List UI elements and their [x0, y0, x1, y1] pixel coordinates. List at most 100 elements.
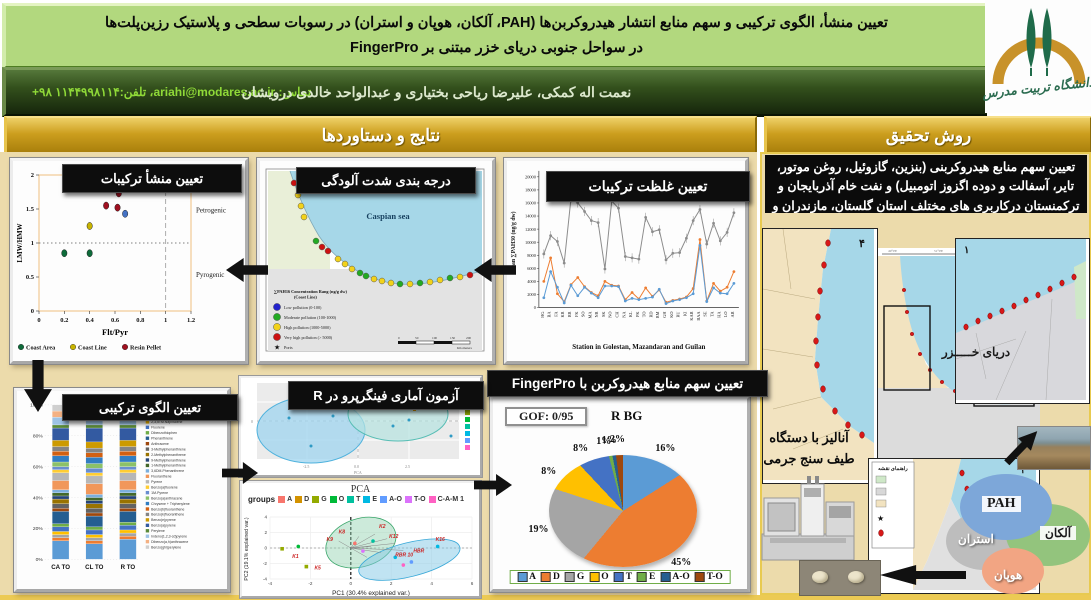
- logo-graphic: [992, 8, 1086, 85]
- svg-text:NA: NA: [621, 311, 626, 318]
- caspian-sea-label: دریای خـــــزر: [941, 345, 1011, 359]
- map-title-text: درجه بندی شدت آلودگی: [321, 172, 451, 188]
- venn-pah-label: PAH: [982, 496, 1021, 512]
- svg-text:0%: 0%: [36, 557, 44, 563]
- svg-text:KL: KL: [628, 311, 633, 317]
- svg-text:PK: PK: [635, 311, 640, 317]
- bottom-border-strip: [0, 595, 1091, 600]
- svg-text:0.8: 0.8: [136, 317, 145, 324]
- svg-text:RM: RM: [655, 311, 660, 318]
- svg-text:8000: 8000: [527, 253, 536, 258]
- svg-text:۱: ۱: [964, 245, 969, 256]
- svg-text:BA: BA: [547, 311, 552, 318]
- svg-text:1.2: 1.2: [187, 317, 195, 324]
- svg-text:Dibenzothiophen: Dibenzothiophen: [151, 431, 177, 435]
- pie-value-label: 8%: [541, 466, 557, 478]
- svg-text:K8: K8: [339, 529, 346, 535]
- svg-text:51°0'E: 51°0'E: [934, 249, 943, 253]
- svg-text:High pollution (1000-5000): High pollution (1000-5000): [284, 325, 331, 330]
- pca-group-item: G: [312, 495, 327, 503]
- svg-text:0: 0: [350, 581, 353, 586]
- svg-text:Indeno(1,2,3-cd)pyrene: Indeno(1,2,3-cd)pyrene: [151, 535, 187, 539]
- svg-text:AB: AB: [730, 311, 735, 317]
- gof-value-box: GOF: 0/95: [505, 407, 588, 426]
- method-map-west-inset: ۴: [762, 228, 878, 484]
- svg-text:49°0'E: 49°0'E: [888, 249, 897, 253]
- pie-legend-item: D: [541, 572, 560, 582]
- svg-text:Mean ∑PAH30 (ng/g dw): Mean ∑PAH30 (ng/g dw): [510, 211, 517, 273]
- map-station-dots: [290, 179, 474, 288]
- pie-legend-item: E: [637, 572, 655, 582]
- svg-text:2,3,5TM.Naphtalene: 2,3,5TM.Naphtalene: [151, 420, 182, 424]
- svg-text:۴: ۴: [859, 238, 865, 250]
- svg-text:Benzo(ghi)perylene: Benzo(ghi)perylene: [151, 545, 181, 549]
- svg-text:RD: RD: [648, 311, 653, 317]
- svg-text:0: 0: [534, 305, 536, 310]
- svg-text:10000: 10000: [525, 240, 536, 245]
- pca-plot-title: PCA: [350, 484, 371, 495]
- svg-text:BR: BR: [567, 311, 572, 317]
- svg-text:150: 150: [450, 336, 455, 340]
- analysis-instrument-label: آنالیز با دستگاه طیف سنج جرمی: [761, 428, 857, 470]
- pie-value-label: 19%: [528, 523, 549, 535]
- svg-text:0: 0: [264, 546, 267, 551]
- svg-text:1: 1: [31, 240, 34, 247]
- svg-text:Perylene: Perylene: [151, 529, 165, 533]
- svg-text:Petrogenic: Petrogenic: [196, 206, 226, 214]
- svg-text:HBR: HBR: [413, 549, 424, 555]
- svg-text:6000: 6000: [527, 266, 536, 271]
- svg-text:LO: LO: [723, 311, 728, 317]
- svg-text:Pyrogenic: Pyrogenic: [196, 271, 224, 279]
- svg-text:Chrysene + Triphenylene: Chrysene + Triphenylene: [151, 502, 190, 506]
- method-description: تعیین سهم منابع هیدروکربنی (بنزین، گازوئ…: [765, 155, 1087, 213]
- svg-text:CH: CH: [615, 311, 620, 318]
- pca-group-item: O: [329, 495, 344, 503]
- method-section-banner: روش تحقیق: [764, 116, 1091, 156]
- svg-text:14000: 14000: [525, 214, 536, 219]
- pie-value-label: 1%: [596, 435, 612, 447]
- analysis-label-line2: طیف سنج جرمی: [763, 450, 855, 466]
- svg-text:SE: SE: [703, 311, 708, 316]
- line-title-text: تعیین غلظت ترکیبات: [588, 178, 708, 194]
- svg-text:0: 0: [31, 308, 34, 315]
- pie-legend-item: T: [613, 572, 632, 582]
- svg-text:Very high pollution (> 5000): Very high pollution (> 5000): [284, 335, 333, 340]
- pca-biplot-chart: -4 -2 0 2 4 6 -4 -2 0 2 4 K1 K2 K5 K8 K9 K12 K16 RBR 10HBR…: [244, 515, 474, 596]
- svg-text:K1: K1: [292, 554, 299, 560]
- pie-value-label: 16%: [655, 442, 676, 454]
- svg-text:-2.5: -2.5: [303, 464, 309, 469]
- svg-text:Flt/Pyr: Flt/Pyr: [102, 327, 128, 337]
- svg-text:1-Methylphenanthrene: 1-Methylphenanthrene: [151, 464, 186, 468]
- svg-text:راهنمای نقشه: راهنمای نقشه: [878, 466, 908, 472]
- svg-text:0: 0: [251, 419, 253, 424]
- svg-text:-2: -2: [263, 561, 268, 566]
- svg-text:3-Methylphenanthrene: 3-Methylphenanthrene: [151, 447, 186, 451]
- svg-text:Benzo(a)pyrene: Benzo(a)pyrene: [151, 524, 176, 528]
- svg-text:Benzo(a)fluorene: Benzo(a)fluorene: [151, 486, 178, 490]
- university-logo: دانشگاه تربیت مدرس: [981, 0, 1091, 113]
- svg-text:(Coast Line): (Coast Line): [294, 295, 317, 300]
- svg-text:200: 200: [466, 336, 471, 340]
- pie-legend-item: G: [564, 572, 584, 582]
- svg-text:100: 100: [432, 336, 437, 340]
- map-legend: ∑PAH16 Concentration Rang (ng/g dw)(Coas…: [273, 289, 347, 352]
- svg-text:KI: KI: [682, 311, 687, 316]
- svg-text:Fluoranthene: Fluoranthene: [151, 475, 171, 479]
- svg-text:NR: NR: [594, 311, 599, 317]
- venn-alkane-label: آلکان: [1040, 526, 1077, 540]
- pie-value-label: 45%: [671, 556, 692, 568]
- svg-text:80%: 80%: [33, 434, 43, 440]
- svg-text:0.2: 0.2: [60, 317, 68, 324]
- svg-text:K9: K9: [327, 537, 334, 543]
- svg-text:-4: -4: [263, 577, 268, 582]
- pie-title-text: تعیین سهم منابع هیدروکربن با FingerPro: [511, 375, 744, 391]
- panel-fingerpro-pie: GOF: 0/95 R BG A D G O T E A-O T-O 16% 45% 19% 8% 8…: [489, 395, 751, 593]
- analysis-label-line1: آنالیز با دستگاه: [769, 430, 849, 445]
- svg-text:0.4: 0.4: [86, 317, 95, 324]
- svg-text:2000: 2000: [527, 292, 536, 297]
- svg-text:GH: GH: [662, 311, 667, 318]
- svg-text:Low pollution (0-100): Low pollution (0-100): [284, 305, 322, 310]
- pie-legend-item: A: [517, 572, 536, 582]
- logo-arch: [992, 37, 1086, 85]
